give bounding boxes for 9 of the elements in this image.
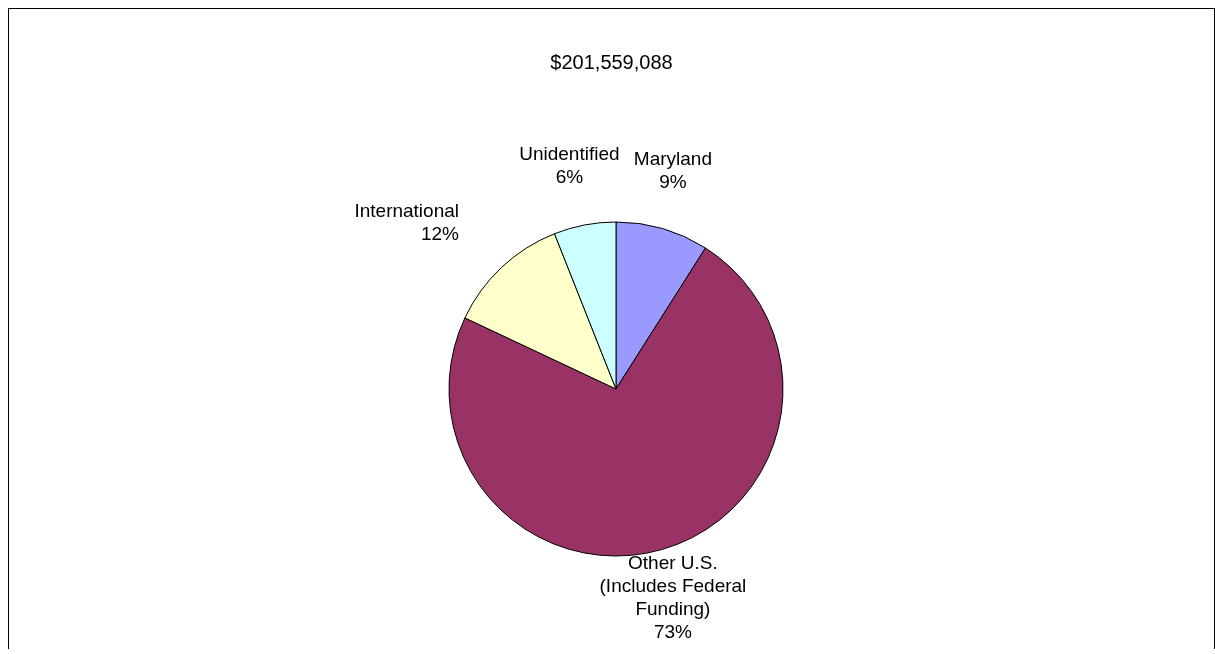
data-label: 12% xyxy=(421,222,460,244)
chart-title: $201,559,088 xyxy=(549,51,674,74)
slice-label: International xyxy=(354,199,460,221)
data-label: 73% xyxy=(653,620,693,642)
slice-label: Unidentified xyxy=(519,143,620,165)
data-label: 9% xyxy=(659,171,687,193)
slice-label: Other U.S. (Includes Federal Funding) xyxy=(599,551,747,619)
data-label: 6% xyxy=(555,166,584,188)
slice-label: Maryland xyxy=(633,148,713,170)
